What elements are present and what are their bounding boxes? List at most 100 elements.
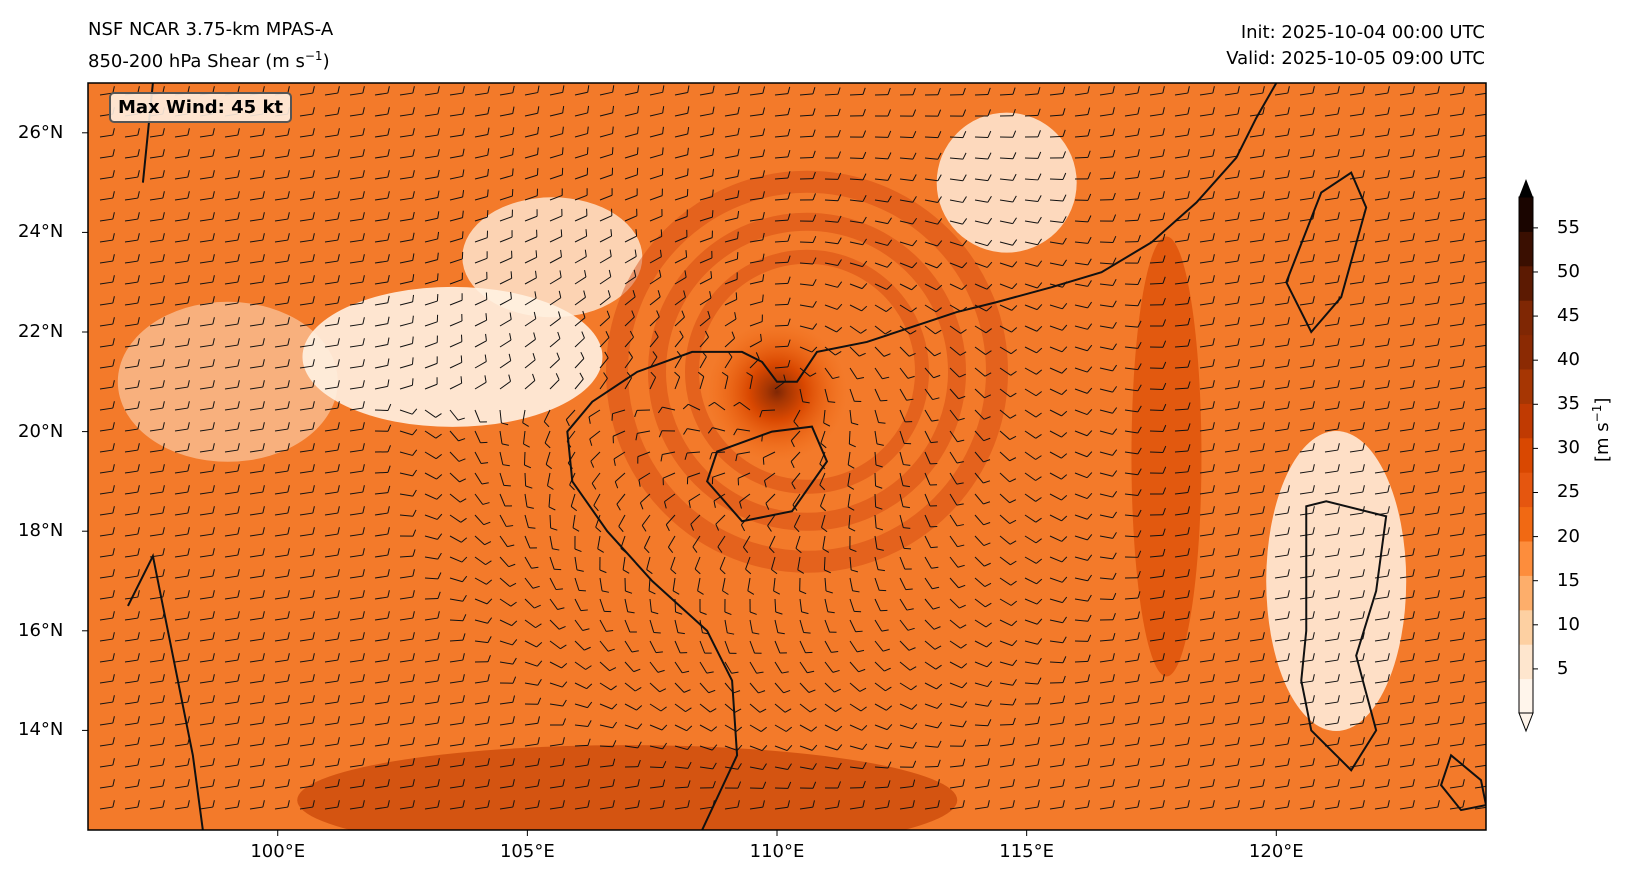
wind-barb [1024, 800, 1040, 810]
wind-barb [612, 430, 626, 444]
wind-barb [849, 238, 867, 246]
wind-barb [524, 737, 540, 747]
wind-barb [99, 464, 115, 474]
wind-barb [1199, 506, 1215, 516]
wind-barb [824, 151, 842, 159]
wind-barb [724, 763, 742, 770]
wind-barb [1199, 611, 1215, 621]
wind-barb [499, 577, 517, 587]
wind-barb [1074, 654, 1091, 663]
wind-barb [399, 779, 415, 789]
wind-barb [1399, 590, 1415, 600]
wind-barb [149, 275, 165, 285]
wind-barb [1174, 170, 1190, 180]
wind-barb [774, 745, 793, 752]
wind-barb [999, 698, 1017, 706]
wind-barb [974, 680, 993, 688]
wind-barb [1299, 254, 1315, 264]
wind-barb [1274, 275, 1290, 285]
wind-barb [724, 292, 738, 306]
wind-barb [791, 472, 801, 490]
wind-barb [349, 338, 365, 348]
wind-barb [799, 108, 816, 117]
wind-barb [399, 274, 415, 285]
wind-barb [249, 758, 265, 768]
wind-barb [949, 720, 967, 728]
wind-barb [1449, 716, 1465, 726]
wind-barb [674, 106, 690, 117]
wind-barb [499, 209, 513, 222]
wind-barb [765, 493, 776, 510]
wind-barb [1024, 87, 1041, 96]
wind-barb [224, 779, 240, 789]
low-shear-region [117, 301, 338, 462]
wind-barb [399, 253, 415, 264]
wind-barb [924, 174, 942, 182]
wind-barb [124, 317, 140, 327]
wind-barb [1199, 233, 1215, 243]
wind-barb [1074, 737, 1090, 747]
wind-barb [949, 283, 968, 291]
colorbar-segment [1519, 300, 1533, 336]
wind-barb [799, 87, 816, 96]
wind-barb [299, 800, 315, 810]
wind-barb [1274, 149, 1290, 159]
wind-barb [474, 409, 487, 423]
wind-barb [1424, 107, 1440, 117]
wind-barb [1149, 507, 1166, 516]
wind-barb [749, 232, 765, 243]
wind-barb [999, 514, 1017, 525]
wind-barb [1049, 237, 1067, 245]
wind-barb [399, 107, 415, 117]
wind-barb [924, 451, 938, 465]
wind-barb [99, 569, 115, 579]
wind-barb [999, 577, 1017, 586]
wind-barb [99, 674, 115, 684]
wind-barb [1024, 325, 1043, 332]
colorbar-segment [1519, 265, 1533, 301]
wind-barb [1199, 86, 1215, 96]
wind-barb [799, 577, 807, 595]
wind-barb [499, 639, 518, 646]
wind-barb [199, 569, 215, 579]
wind-barb [1174, 464, 1191, 474]
wind-barb [1449, 191, 1465, 201]
wind-barb [99, 359, 115, 369]
wind-barb [1324, 338, 1340, 348]
wind-barb [773, 577, 781, 595]
wind-barb [324, 716, 340, 726]
wind-barb [545, 451, 552, 470]
wind-barb [274, 758, 290, 768]
wind-barb [474, 674, 490, 684]
wind-barb [774, 128, 791, 138]
wind-barb [767, 514, 776, 532]
wind-barb [759, 409, 776, 418]
wind-barb [1199, 485, 1215, 495]
wind-barb [1049, 556, 1068, 563]
wind-barb [1074, 366, 1093, 373]
wind-barb [1074, 129, 1091, 138]
wind-barb [99, 275, 115, 285]
wind-barb [374, 275, 390, 285]
wind-barb [524, 678, 542, 686]
wind-barb [374, 358, 390, 369]
wind-barb [224, 464, 240, 474]
wind-barb [1074, 674, 1090, 684]
wind-barb [174, 674, 190, 684]
wind-barb [949, 240, 968, 247]
wind-barb [949, 131, 967, 139]
wind-barb [349, 380, 365, 390]
wind-barb [1149, 695, 1165, 705]
wind-barb [1174, 716, 1190, 726]
wind-barb [1374, 212, 1390, 222]
wind-barb [1249, 338, 1265, 348]
wind-barb [588, 409, 601, 424]
colorbar-segment [1519, 437, 1533, 473]
wind-barb [424, 572, 442, 580]
wind-barb [724, 703, 742, 713]
wind-barb [1299, 527, 1315, 537]
wind-barb [324, 674, 340, 684]
wind-barb [99, 401, 115, 411]
wind-barb [1424, 422, 1440, 432]
wind-barb [1424, 737, 1440, 747]
